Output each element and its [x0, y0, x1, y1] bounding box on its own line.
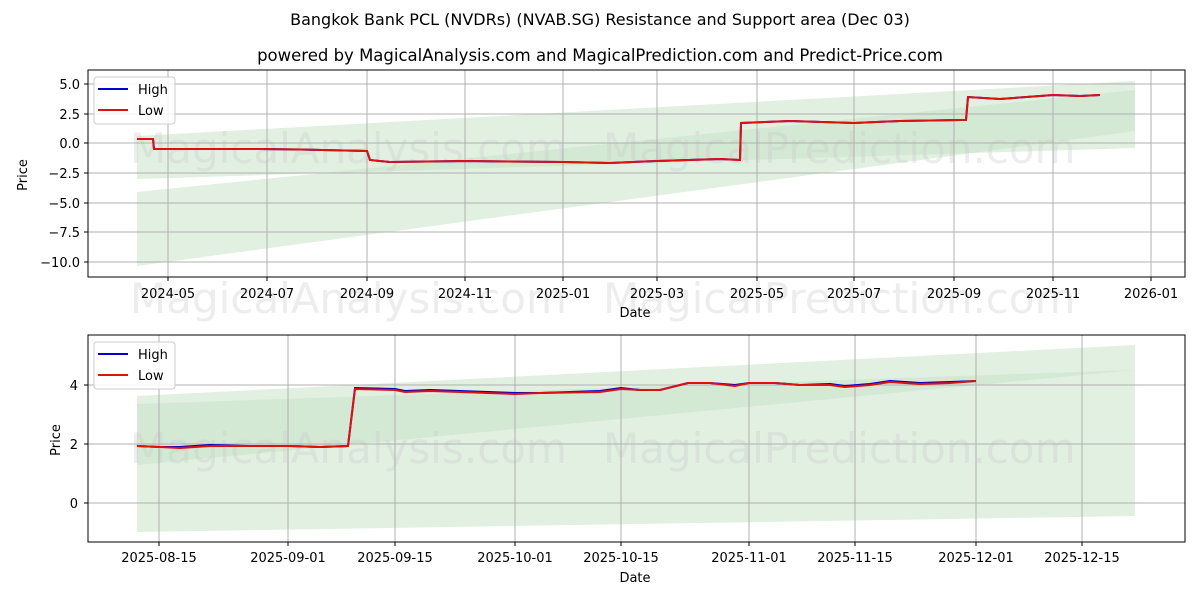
- top-grid: [88, 70, 1185, 277]
- svg-text:2025-09: 2025-09: [927, 287, 981, 302]
- top-low-line: [137, 93, 1101, 165]
- svg-text:2026-01: 2026-01: [1124, 287, 1178, 302]
- chart-title: Bangkok Bank PCL (NVDRs) (NVAB.SG) Resis…: [290, 10, 910, 29]
- svg-text:2024-09: 2024-09: [340, 287, 394, 302]
- svg-text:2025-09-01: 2025-09-01: [250, 551, 326, 566]
- svg-text:2: 2: [70, 438, 78, 453]
- svg-text:−10.0: −10.0: [40, 256, 80, 271]
- bottom-legend: High Low: [93, 341, 176, 390]
- bottom-y-ticks: 4 2 0: [70, 379, 88, 512]
- bottom-chart: MagicalAnalysis.com MagicalPrediction.co…: [49, 334, 1186, 586]
- top-x-ticks: 2024-05 2024-07 2024-09 2024-11 2025-01 …: [141, 277, 1178, 302]
- svg-text:2025-01: 2025-01: [536, 287, 590, 302]
- svg-text:2025-10-15: 2025-10-15: [583, 551, 659, 566]
- top-x-axis-label: Date: [619, 306, 650, 321]
- bottom-low-line: [136, 380, 977, 450]
- svg-text:0: 0: [70, 497, 78, 512]
- svg-text:2025-12-15: 2025-12-15: [1044, 551, 1120, 566]
- top-band-lower: [137, 90, 1135, 266]
- svg-text:2024-11: 2024-11: [438, 287, 492, 302]
- svg-text:2025-10-01: 2025-10-01: [477, 551, 553, 566]
- watermark-analysis-2: MagicalAnalysis.com: [130, 274, 567, 323]
- top-y-axis-label: Price: [16, 159, 31, 191]
- svg-text:2025-08-15: 2025-08-15: [121, 551, 197, 566]
- svg-text:0.0: 0.0: [59, 137, 80, 152]
- bottom-y-axis-label: Price: [49, 424, 64, 456]
- svg-text:2025-11-15: 2025-11-15: [817, 551, 893, 566]
- bottom-grid: [88, 335, 1185, 542]
- bottom-x-axis-label: Date: [619, 571, 650, 586]
- svg-text:−7.5: −7.5: [48, 226, 80, 241]
- svg-text:2.5: 2.5: [59, 108, 80, 123]
- chart-subtitle: powered by MagicalAnalysis.com and Magic…: [257, 46, 943, 65]
- bottom-band-support: [137, 370, 1135, 532]
- svg-text:4: 4: [70, 379, 78, 394]
- top-chart: MagicalAnalysis.com MagicalPrediction.co…: [16, 69, 1186, 323]
- svg-text:2025-11: 2025-11: [1026, 287, 1080, 302]
- svg-text:−2.5: −2.5: [48, 167, 80, 182]
- legend-low-label: Low: [138, 104, 164, 119]
- svg-text:5.0: 5.0: [59, 78, 80, 93]
- watermark-prediction-2: MagicalPrediction.com: [603, 274, 1076, 323]
- watermark-prediction-3: MagicalPrediction.com: [603, 424, 1076, 473]
- bottom-x-ticks: 2025-08-15 2025-09-01 2025-09-15 2025-10…: [121, 542, 1120, 566]
- svg-text:2024-07: 2024-07: [240, 287, 294, 302]
- svg-text:2025-07: 2025-07: [827, 287, 881, 302]
- svg-text:2025-03: 2025-03: [630, 287, 684, 302]
- legend-low-label-2: Low: [138, 369, 164, 384]
- svg-text:2024-05: 2024-05: [141, 287, 195, 302]
- svg-text:2025-12-01: 2025-12-01: [938, 551, 1014, 566]
- svg-text:2025-11-01: 2025-11-01: [711, 551, 787, 566]
- svg-text:2025-05: 2025-05: [730, 287, 784, 302]
- watermark-prediction: MagicalPrediction.com: [603, 124, 1076, 173]
- watermark-analysis-3: MagicalAnalysis.com: [130, 424, 567, 473]
- legend-high-label-2: High: [138, 348, 168, 363]
- legend-high-label: High: [138, 83, 168, 98]
- top-y-ticks: 5.0 2.5 0.0 −2.5 −5.0 −7.5 −10.0: [40, 78, 88, 271]
- svg-text:2025-09-15: 2025-09-15: [357, 551, 433, 566]
- top-legend: High Low: [93, 76, 176, 125]
- svg-text:−5.0: −5.0: [48, 197, 80, 212]
